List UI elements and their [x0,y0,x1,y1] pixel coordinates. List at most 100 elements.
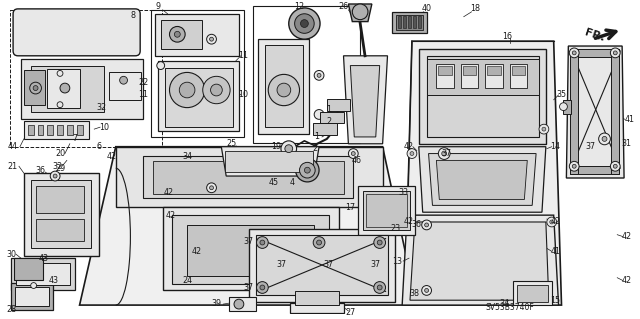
Polygon shape [143,157,353,197]
Bar [358,186,415,235]
Bar [249,229,396,302]
Circle shape [51,171,60,181]
Bar [485,63,503,88]
Circle shape [550,220,554,224]
Circle shape [170,26,185,42]
Text: 37: 37 [441,149,451,158]
Bar [611,49,619,174]
Text: 6: 6 [97,142,102,151]
Text: 31: 31 [621,139,631,148]
Polygon shape [405,41,561,305]
Text: 37: 37 [244,283,253,292]
Polygon shape [229,297,255,311]
Polygon shape [155,14,239,56]
Bar [403,16,406,28]
Circle shape [260,285,265,290]
Bar [511,66,525,75]
Text: 12: 12 [294,3,305,11]
Bar [363,191,410,230]
Text: 46: 46 [351,156,361,165]
Circle shape [203,76,230,104]
Polygon shape [290,303,344,313]
Circle shape [300,162,315,178]
Circle shape [425,223,429,227]
Bar [418,16,420,28]
Polygon shape [24,70,45,105]
Polygon shape [429,153,536,205]
Bar [408,16,411,28]
Text: 36: 36 [35,166,45,175]
Circle shape [29,82,42,94]
Bar [253,6,360,143]
Bar [320,112,344,123]
Text: 18: 18 [470,4,481,13]
Text: 38: 38 [410,289,420,298]
Bar [151,10,244,137]
Bar [487,66,501,75]
Bar [225,151,313,172]
Polygon shape [24,173,99,256]
Circle shape [317,240,321,245]
Circle shape [377,240,382,245]
Polygon shape [419,147,546,212]
Polygon shape [11,258,75,290]
Circle shape [572,164,576,168]
Circle shape [211,84,222,96]
Text: 44: 44 [8,142,18,151]
Circle shape [570,48,579,58]
Text: 1: 1 [326,105,332,114]
Polygon shape [410,222,548,300]
Polygon shape [116,147,383,207]
Bar [392,12,427,33]
Text: 26: 26 [339,3,349,11]
Circle shape [207,34,216,44]
Polygon shape [221,147,319,176]
Bar [398,16,401,28]
Circle shape [209,186,214,190]
Circle shape [301,20,308,27]
Text: 7: 7 [72,134,77,144]
Circle shape [57,70,63,76]
Circle shape [207,183,216,193]
Text: 30: 30 [6,250,16,259]
Polygon shape [513,281,552,305]
Text: 42: 42 [192,247,202,256]
Circle shape [377,285,382,290]
Text: 29: 29 [55,164,65,173]
Bar [570,49,619,57]
Text: 20: 20 [55,149,65,158]
Circle shape [425,288,429,293]
Text: 43: 43 [38,254,49,263]
Polygon shape [67,125,73,135]
Polygon shape [11,283,53,310]
Polygon shape [57,125,63,135]
Text: 37: 37 [324,260,334,269]
Text: 11: 11 [138,90,148,100]
Circle shape [598,133,611,145]
Bar [36,186,84,213]
Text: SV53B3740F: SV53B3740F [485,302,534,312]
Circle shape [157,62,164,70]
Text: 4: 4 [289,178,294,187]
Text: 17: 17 [346,203,355,212]
Bar [366,194,407,227]
Text: 41: 41 [550,247,561,256]
Polygon shape [563,100,572,115]
Bar [438,66,452,75]
Circle shape [120,76,127,84]
Bar [16,263,70,285]
Text: 33: 33 [398,188,408,197]
Text: 25: 25 [226,139,236,148]
Text: 27: 27 [345,308,355,317]
Circle shape [179,82,195,98]
Text: 15: 15 [550,296,561,305]
Text: 9: 9 [156,3,161,11]
Text: 42: 42 [550,218,561,226]
Circle shape [57,102,63,108]
Circle shape [547,217,557,227]
Text: 39: 39 [211,299,221,308]
Circle shape [438,148,450,160]
Polygon shape [259,39,309,134]
Circle shape [611,48,620,58]
Polygon shape [164,68,233,127]
